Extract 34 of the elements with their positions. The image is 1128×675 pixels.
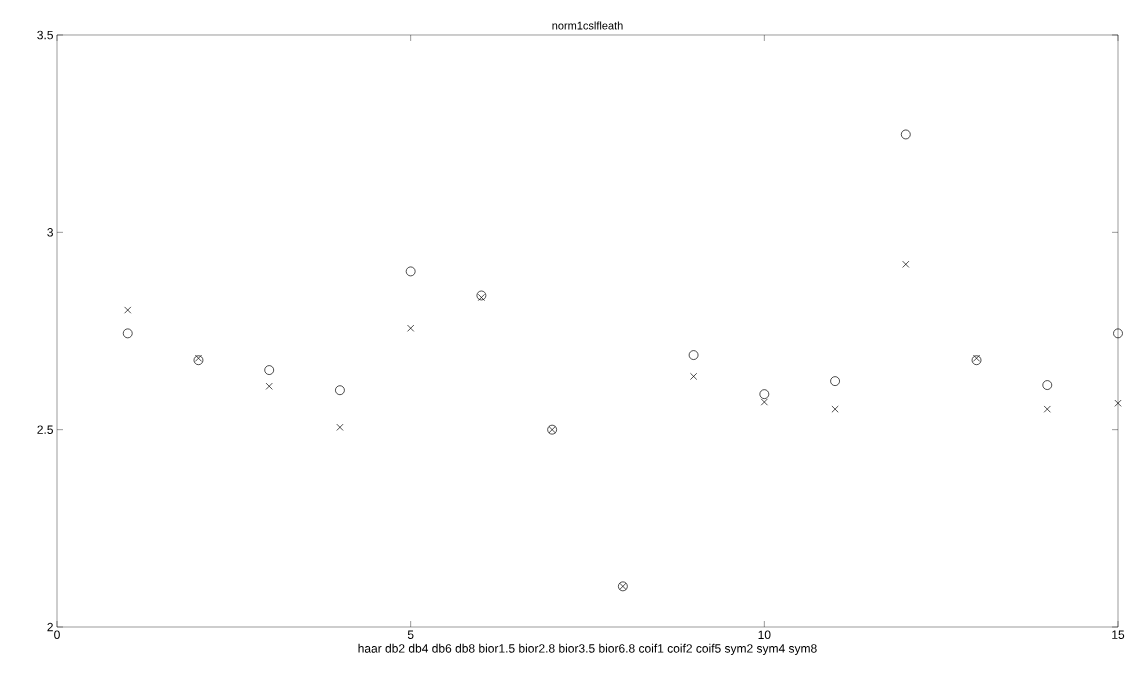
y-tick-label: 3 xyxy=(47,228,53,237)
point xyxy=(902,260,910,268)
point xyxy=(690,372,698,380)
chart-title: norm1cslfleath xyxy=(552,21,623,30)
point xyxy=(831,405,839,413)
point xyxy=(405,266,416,277)
point xyxy=(688,350,699,360)
point xyxy=(335,385,345,396)
point xyxy=(971,355,982,366)
x-tick-label: 15 xyxy=(1112,630,1125,639)
point xyxy=(193,355,204,366)
point xyxy=(1113,328,1123,339)
point xyxy=(900,129,911,140)
point xyxy=(124,306,132,314)
y-tick-label: 2 xyxy=(47,622,53,632)
y-tick-label: 3.5 xyxy=(37,30,53,40)
point xyxy=(973,354,981,362)
point xyxy=(336,423,344,431)
point xyxy=(265,382,273,390)
x-tick-label: 10 xyxy=(758,630,771,640)
x-tick-label: 5 xyxy=(407,630,414,639)
x-tick-label: 0 xyxy=(54,630,60,640)
point xyxy=(830,376,840,386)
point xyxy=(1043,405,1051,413)
point xyxy=(759,389,770,399)
point xyxy=(1042,380,1053,390)
x-axis-title: haar db2 db4 db6 db8 bior1.5 bior2.8 bior3.5 bior6.8 coif1 coif2 coif5 sym2 sym4 sym8 xyxy=(358,643,817,656)
point xyxy=(122,328,133,339)
point xyxy=(760,398,768,406)
y-tick-label: 2.5 xyxy=(37,425,53,434)
point xyxy=(194,354,202,362)
point xyxy=(264,365,275,375)
point xyxy=(407,324,415,332)
point xyxy=(1114,399,1122,407)
